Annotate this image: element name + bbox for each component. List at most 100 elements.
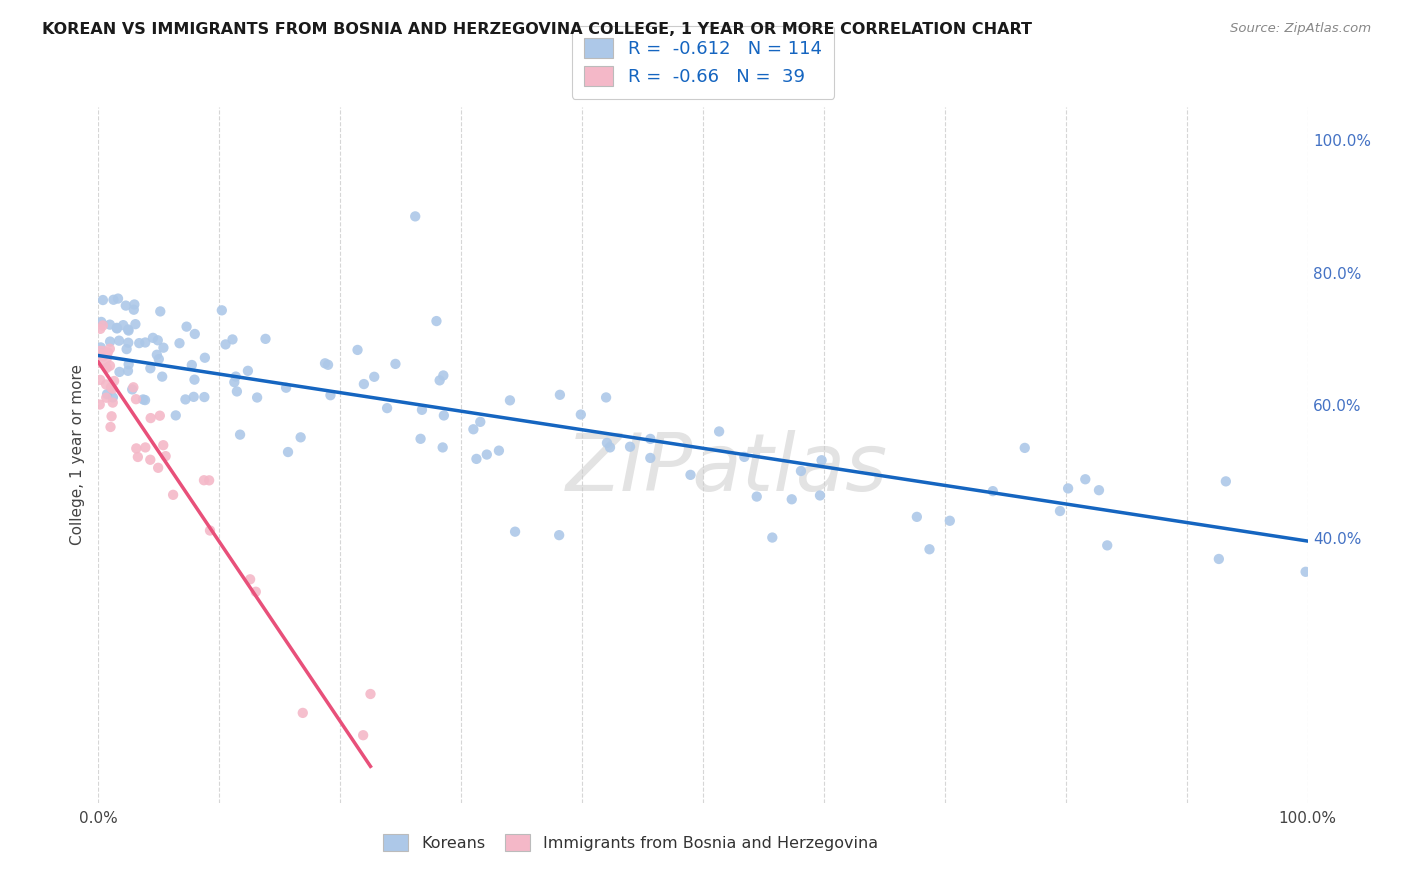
Point (90, 340, 112, 354)
Point (548, 388, 571, 402)
Point (640, 432, 662, 446)
Point (640, 450, 662, 465)
Point (103, 293, 125, 307)
Point (780, 492, 803, 507)
Point (363, 369, 385, 384)
Point (360, 687, 382, 701)
Point (100, 380, 122, 394)
Point (117, 322, 139, 336)
Point (93, 349, 115, 363)
Point (107, 292, 129, 306)
Point (225, 369, 247, 384)
Point (134, 335, 156, 350)
Point (96, 360, 118, 375)
Point (569, 408, 592, 422)
Point (224, 375, 246, 389)
Point (176, 319, 198, 334)
Point (595, 391, 617, 405)
Point (149, 409, 172, 423)
Point (375, 401, 398, 416)
Point (470, 415, 492, 429)
Point (89, 322, 111, 336)
Point (139, 361, 162, 376)
Point (352, 728, 374, 742)
Point (115, 342, 138, 356)
Point (132, 392, 155, 407)
Point (162, 488, 184, 502)
Point (425, 314, 447, 328)
Point (117, 364, 139, 378)
Point (353, 377, 375, 392)
Point (346, 343, 368, 357)
Point (409, 432, 432, 446)
Point (108, 365, 131, 379)
Point (101, 390, 124, 404)
Point (316, 358, 339, 372)
Point (100, 420, 122, 434)
Point (100, 409, 122, 424)
Point (146, 348, 169, 362)
Point (152, 341, 174, 355)
Point (229, 427, 252, 442)
Point (112, 318, 135, 333)
Point (1088, 483, 1111, 498)
Point (117, 335, 139, 350)
Point (1208, 552, 1230, 566)
Point (97, 345, 120, 359)
Point (432, 441, 454, 455)
Point (707, 425, 730, 439)
Point (139, 411, 162, 425)
Point (1049, 504, 1071, 518)
Point (183, 373, 205, 387)
Point (90, 347, 112, 361)
Text: Source: ZipAtlas.com: Source: ZipAtlas.com (1230, 22, 1371, 36)
Point (548, 528, 571, 542)
Point (1295, 565, 1317, 579)
Point (790, 464, 813, 478)
Point (411, 402, 433, 417)
Point (146, 333, 169, 347)
Point (124, 297, 146, 311)
Point (89, 398, 111, 412)
Point (91, 318, 114, 333)
Text: KOREAN VS IMMIGRANTS FROM BOSNIA AND HERZEGOVINA COLLEGE, 1 YEAR OR MORE CORRELA: KOREAN VS IMMIGRANTS FROM BOSNIA AND HER… (42, 22, 1032, 37)
Point (404, 210, 426, 224)
Point (94, 377, 117, 392)
Point (148, 352, 170, 367)
Point (254, 332, 277, 346)
Point (90, 350, 112, 364)
Point (108, 334, 131, 348)
Point (105, 321, 128, 335)
Point (1014, 441, 1036, 455)
Point (475, 448, 498, 462)
Point (619, 440, 641, 454)
Point (239, 572, 262, 586)
Point (499, 393, 522, 408)
Point (918, 542, 941, 557)
Point (98, 318, 121, 332)
Point (101, 395, 124, 409)
Point (146, 460, 169, 475)
Point (184, 326, 207, 341)
Point (125, 392, 148, 407)
Point (98, 359, 121, 373)
Point (679, 467, 702, 482)
Point (225, 384, 247, 399)
Point (149, 304, 172, 318)
Point (174, 392, 197, 407)
Point (221, 333, 243, 347)
Point (761, 531, 783, 545)
Point (121, 383, 143, 397)
Point (127, 450, 149, 464)
Point (384, 357, 406, 371)
Point (245, 584, 267, 599)
Point (142, 331, 165, 345)
Point (1215, 475, 1237, 489)
Point (165, 409, 187, 423)
Point (503, 524, 526, 539)
Point (96, 391, 118, 405)
Point (96, 387, 118, 401)
Point (236, 364, 259, 378)
Point (198, 524, 221, 538)
Point (214, 337, 236, 351)
